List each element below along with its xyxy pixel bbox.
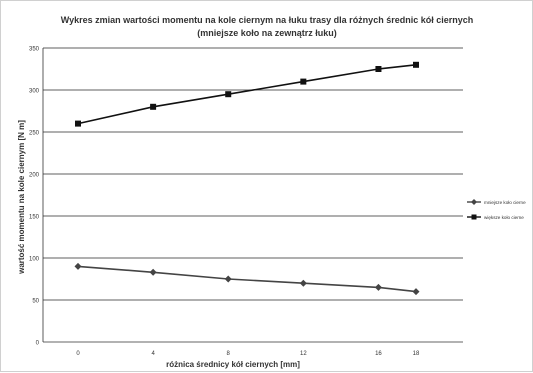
axes: 0 50 100 150 200 250 300 350 0 4 8 12 16 18 (29, 47, 463, 357)
chart-title-line-2: (mniejsze koło na zewnątrz łuku) (197, 28, 337, 38)
legend-marker-2 (471, 214, 477, 220)
series-1-point-4 (149, 268, 157, 276)
series-1-point-0 (74, 262, 82, 270)
series-2-point-12 (300, 78, 307, 85)
y-tick-label-50: 50 (32, 299, 39, 305)
series-layer (74, 61, 420, 296)
y-tick-label-250: 250 (29, 131, 40, 137)
x-tick-label-16: 16 (375, 351, 382, 357)
y-axis-title: wartość momentu na kole ciernym [N m] (17, 120, 26, 275)
legend-label-1: mniejsze koło cierne (484, 200, 526, 205)
gridlines (43, 47, 463, 301)
series-2-point-0 (75, 120, 81, 127)
y-tick-label-200: 200 (29, 173, 40, 179)
series-2-point-8 (225, 91, 232, 98)
series-1-point-12 (299, 279, 307, 287)
series-2-point-18 (413, 61, 419, 68)
x-tick-label-4: 4 (151, 351, 155, 357)
x-tick-label-8: 8 (227, 351, 231, 357)
legend: mniejsze koło cierne większe koło cierne (467, 199, 526, 220)
y-tick-label-150: 150 (29, 215, 40, 221)
series-2-point-16 (375, 66, 382, 72)
x-tick-label-0: 0 (76, 351, 80, 357)
y-tick-label-0: 0 (36, 341, 40, 347)
y-tick-label-300: 300 (29, 89, 40, 95)
legend-marker-1 (471, 199, 477, 205)
series-2-point-4 (150, 103, 157, 110)
x-tick-label-18: 18 (413, 351, 420, 357)
y-tick-label-100: 100 (29, 257, 40, 263)
x-axis-title: różnica średnicy kół ciernych [mm] (166, 360, 300, 369)
y-tick-label-350: 350 (29, 47, 40, 53)
series-line-1 (77, 265, 417, 293)
series-1-point-18 (412, 288, 420, 296)
chart-title-line-1: Wykres zmian wartości momentu na kole ci… (61, 15, 473, 25)
legend-label-2: większe koło cierne (484, 215, 524, 220)
x-tick-label-12: 12 (300, 351, 307, 357)
series-1-point-8 (224, 275, 232, 283)
series-line-2 (77, 64, 417, 125)
series-1-point-16 (374, 283, 382, 291)
